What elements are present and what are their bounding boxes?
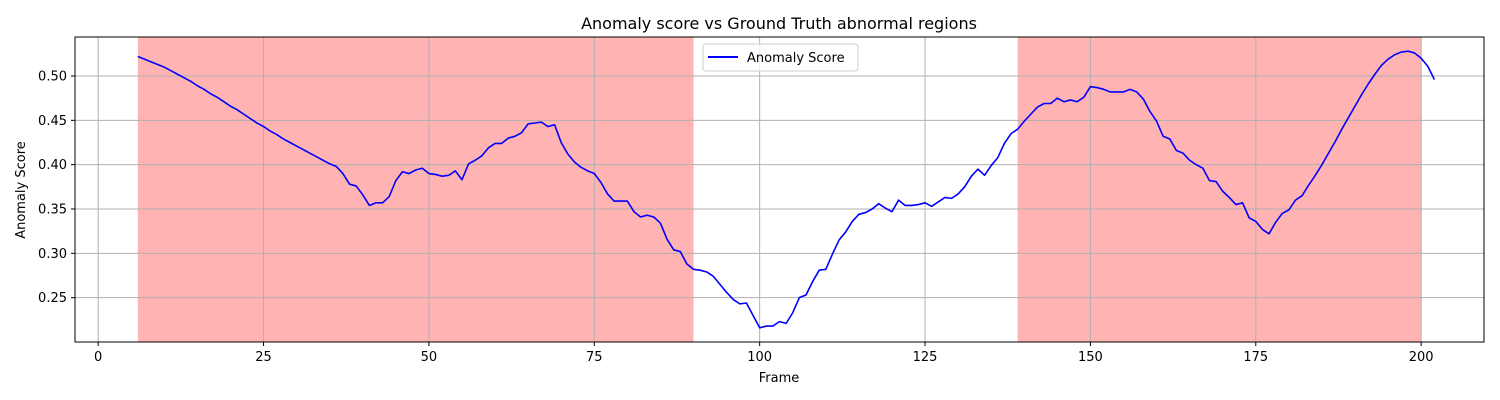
grid <box>75 37 1484 342</box>
x-axis-label: Frame <box>759 371 800 386</box>
chart-title: Anomaly score vs Ground Truth abnormal r… <box>581 14 977 33</box>
plot-frame <box>74 36 1485 343</box>
x-tick-label-150: 150 <box>1078 350 1103 365</box>
legend-label-anomaly-score: Anomaly Score <box>747 51 845 66</box>
x-tick-label-75: 75 <box>586 350 603 365</box>
x-tick-label-0: 0 <box>94 350 102 365</box>
abnormal-region-1 <box>1017 37 1422 342</box>
y-tick-label-4: 0.45 <box>38 114 67 129</box>
series-layer <box>137 50 1436 329</box>
series-line-0 <box>137 50 1436 329</box>
abnormal-regions <box>137 37 1422 342</box>
x-tick-label-50: 50 <box>421 350 438 365</box>
y-tick-label-3: 0.40 <box>38 158 67 173</box>
y-axis-ticks: 0.25 0.30 0.35 0.40 0.45 0.50 <box>38 70 75 306</box>
y-axis-label: Anomaly Score <box>14 141 29 239</box>
x-tick-label-25: 25 <box>255 350 272 365</box>
y-tick-label-5: 0.50 <box>38 70 67 85</box>
x-tick-label-200: 200 <box>1409 350 1434 365</box>
y-tick-label-1: 0.30 <box>38 247 67 262</box>
y-tick-label-0: 0.25 <box>38 291 67 306</box>
x-axis-ticks: 0 25 50 75 100 125 150 175 200 <box>94 342 1434 365</box>
y-tick-label-2: 0.35 <box>38 203 67 218</box>
legend: Anomaly Score <box>702 43 859 72</box>
x-tick-label-100: 100 <box>747 350 772 365</box>
x-tick-label-125: 125 <box>913 350 938 365</box>
abnormal-region-0 <box>137 37 694 342</box>
legend-box <box>702 43 859 72</box>
x-tick-label-175: 175 <box>1243 350 1268 365</box>
